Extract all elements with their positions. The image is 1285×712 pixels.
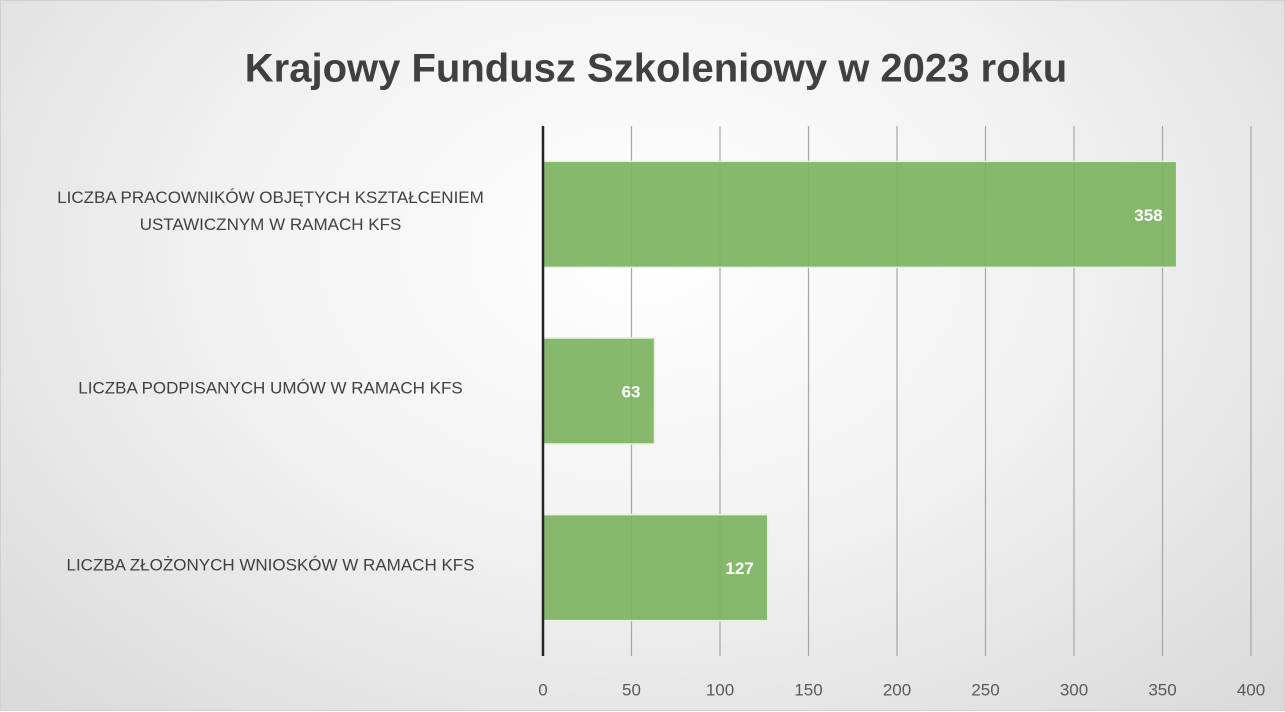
x-tick-label: 0 bbox=[538, 680, 547, 699]
x-tick-label: 100 bbox=[706, 680, 734, 699]
category-label: LICZBA ZŁOŻONYCH WNIOSKÓW W RAMACH KFS bbox=[66, 555, 475, 575]
value-label: 127 bbox=[725, 559, 753, 578]
value-label: 63 bbox=[622, 382, 641, 401]
x-tick-label: 150 bbox=[794, 680, 822, 699]
x-tick-label: 300 bbox=[1060, 680, 1088, 699]
bar bbox=[542, 160, 1178, 269]
value-label: 358 bbox=[1134, 206, 1162, 225]
bar bbox=[542, 513, 769, 622]
x-tick-label: 400 bbox=[1237, 680, 1265, 699]
category-label: LICZBA PODPISANYCH UMÓW W RAMACH KFS bbox=[78, 378, 463, 398]
chart-title: Krajowy Fundusz Szkoleniowy w 2023 roku bbox=[245, 47, 1067, 91]
x-tick-label: 350 bbox=[1148, 680, 1176, 699]
x-tick-label: 200 bbox=[883, 680, 911, 699]
x-tick-label: 50 bbox=[622, 680, 641, 699]
category-label: LICZBA PRACOWNIKÓW OBJĘTYCH KSZTAŁCENIEM… bbox=[57, 188, 484, 235]
x-tick-label: 250 bbox=[971, 680, 999, 699]
